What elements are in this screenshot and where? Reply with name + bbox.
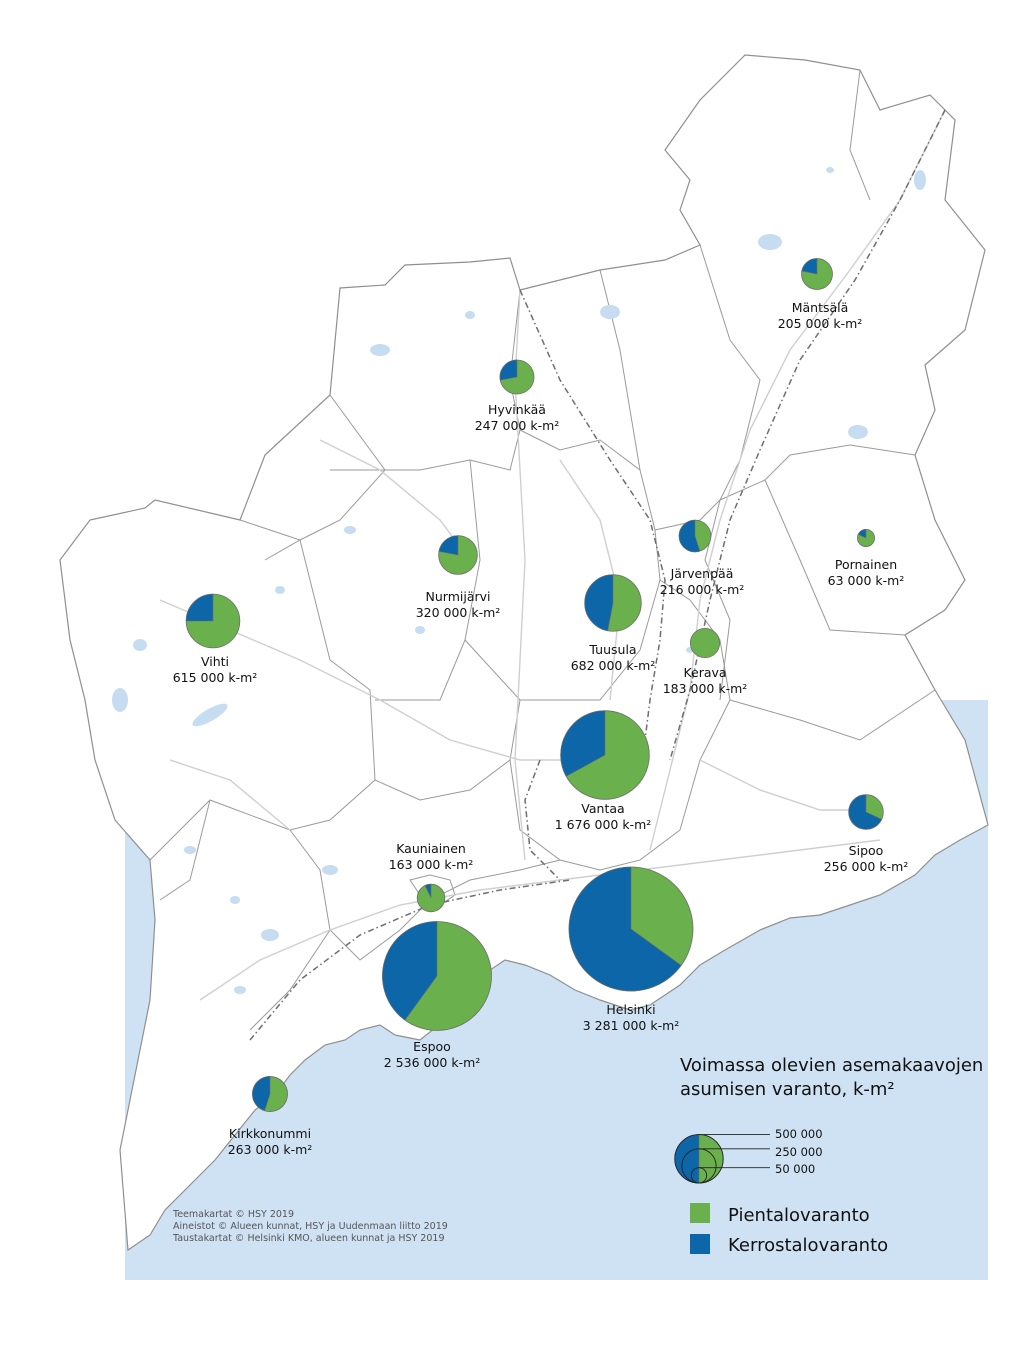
espoo-pie xyxy=(382,921,492,1031)
legend-size-label: 250 000 xyxy=(775,1145,823,1159)
credits: Teemakartat © HSY 2019 Aineistot © Aluee… xyxy=(172,1209,448,1244)
pornainen-kerrostalo-slice xyxy=(857,529,867,539)
espoo-name-label: Espoo xyxy=(413,1039,451,1054)
vantaa-kerrostalo-slice xyxy=(560,710,606,777)
kauniainen-kerrostalo-slice xyxy=(424,883,432,899)
pornainen-pie xyxy=(857,529,875,547)
nurmijarvi-kerrostalo-slice xyxy=(438,535,459,556)
legend-size-label: 500 000 xyxy=(775,1127,823,1141)
helsinki-value-label: 3 281 000 k-m² xyxy=(583,1018,680,1033)
legend-swatch-pientalo xyxy=(690,1203,710,1223)
lakes xyxy=(112,167,926,994)
legend-size-label: 50 000 xyxy=(775,1162,815,1176)
vihti-value-label: 615 000 k-m² xyxy=(173,670,258,685)
kirkkonummi-pie xyxy=(252,1076,288,1112)
sipoo-name-label: Sipoo xyxy=(849,843,884,858)
mantsala-kerrostalo-slice xyxy=(801,258,818,275)
vantaa-pie xyxy=(560,710,650,800)
kerava-pie xyxy=(689,627,721,659)
railway xyxy=(249,109,946,1041)
hyvinkaa-pie xyxy=(499,359,535,395)
jarvenpaa-pie xyxy=(678,519,712,553)
legend-swatch-kerrostalo xyxy=(690,1234,710,1254)
legend-label-kerrostalo: Kerrostalovaranto xyxy=(728,1235,888,1256)
pie-layer xyxy=(185,258,884,1112)
legend: Voimassa olevien asemakaavojen asumisen … xyxy=(674,1055,983,1256)
hyvinkaa-value-label: 247 000 k-m² xyxy=(475,418,560,433)
helsinki-pie xyxy=(568,866,694,992)
legend-size-symbol xyxy=(674,1134,770,1184)
vihti-pie xyxy=(185,593,241,649)
kirkkonummi-kerrostalo-slice xyxy=(252,1076,271,1112)
helsinki-name-label: Helsinki xyxy=(606,1002,655,1017)
sipoo-pie xyxy=(848,794,884,830)
helsinki-kerrostalo-slice xyxy=(568,866,682,992)
sipoo-kerrostalo-slice xyxy=(848,794,883,830)
tuusula-pie xyxy=(584,574,642,632)
pornainen-name-label: Pornainen xyxy=(835,557,897,572)
sipoo-value-label: 256 000 k-m² xyxy=(824,859,909,874)
kerava-pientalo-slice xyxy=(689,627,721,659)
kerava-name-label: Kerava xyxy=(683,665,726,680)
credit-line: Taustakartat © Helsinki KMO, alueen kunn… xyxy=(172,1233,445,1244)
tuusula-kerrostalo-slice xyxy=(584,574,614,632)
legend-label-pientalo: Pientalovaranto xyxy=(728,1205,870,1226)
vihti-kerrostalo-slice xyxy=(185,593,214,622)
mantsala-pie xyxy=(801,258,833,290)
kirkkonummi-name-label: Kirkkonummi xyxy=(229,1126,311,1141)
hyvinkaa-kerrostalo-slice xyxy=(499,359,518,381)
vihti-name-label: Vihti xyxy=(201,654,229,669)
pornainen-value-label: 63 000 k-m² xyxy=(828,573,905,588)
vantaa-value-label: 1 676 000 k-m² xyxy=(555,817,652,832)
espoo-kerrostalo-slice xyxy=(382,921,438,1021)
jarvenpaa-kerrostalo-slice xyxy=(678,519,701,553)
kauniainen-value-label: 163 000 k-m² xyxy=(389,857,474,872)
vantaa-name-label: Vantaa xyxy=(581,801,624,816)
tuusula-value-label: 682 000 k-m² xyxy=(571,658,656,673)
mantsala-name-label: Mäntsälä xyxy=(792,300,849,315)
nurmijarvi-value-label: 320 000 k-m² xyxy=(416,605,501,620)
tuusula-name-label: Tuusula xyxy=(588,642,636,657)
hyvinkaa-name-label: Hyvinkää xyxy=(488,402,546,417)
jarvenpaa-value-label: 216 000 k-m² xyxy=(660,582,745,597)
jarvenpaa-name-label: Järvenpää xyxy=(670,566,734,581)
kauniainen-name-label: Kauniainen xyxy=(396,841,466,856)
espoo-value-label: 2 536 000 k-m² xyxy=(384,1055,481,1070)
nurmijarvi-pie xyxy=(438,535,478,575)
legend-title-line2: asumisen varanto, k-m² xyxy=(680,1079,895,1100)
credit-line: Teemakartat © HSY 2019 xyxy=(172,1209,294,1220)
mantsala-value-label: 205 000 k-m² xyxy=(778,316,863,331)
municipal-borders xyxy=(149,69,936,1031)
legend-title-line1: Voimassa olevien asemakaavojen xyxy=(680,1055,983,1076)
kerava-value-label: 183 000 k-m² xyxy=(663,681,748,696)
kauniainen-pie xyxy=(416,883,446,913)
credit-line: Aineistot © Alueen kunnat, HSY ja Uudenm… xyxy=(173,1221,448,1232)
kirkkonummi-value-label: 263 000 k-m² xyxy=(228,1142,313,1157)
nurmijarvi-name-label: Nurmijärvi xyxy=(426,589,491,604)
